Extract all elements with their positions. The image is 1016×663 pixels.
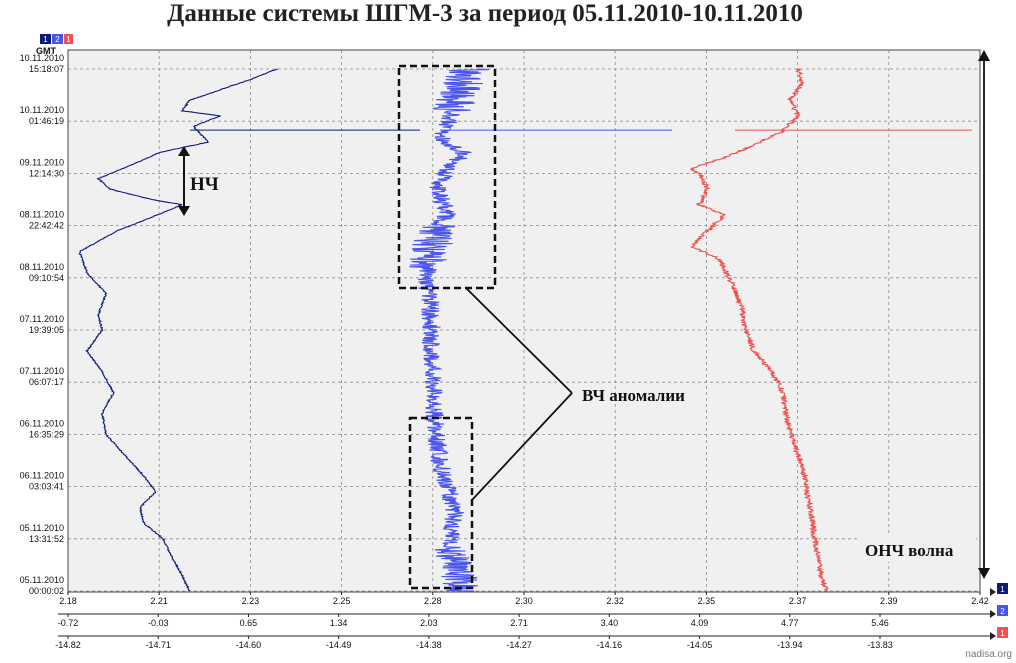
y-tick-time: 01:46:19 <box>29 116 64 126</box>
x-tick-label: 2.32 <box>606 596 624 606</box>
x-tick-label: 2.21 <box>150 596 168 606</box>
x-axis-arrow <box>990 610 996 618</box>
y-tick-date: 09.11.2010 <box>20 157 64 167</box>
x-tick-label: -13.83 <box>867 640 893 650</box>
onch-arrow-head-top <box>978 50 990 61</box>
x-tick-label: -13.94 <box>777 640 803 650</box>
x-axis-arrow <box>990 632 996 640</box>
x-axis-marker <box>997 605 1008 616</box>
y-axis-ticks: 10.11.201015:18:0710.11.201001:46:1909.1… <box>20 53 64 596</box>
x-axis-arrow <box>990 588 996 596</box>
onch-label-bg <box>860 536 976 562</box>
y-tick-time: 06:07:17 <box>29 377 64 387</box>
x-tick-label: -14.27 <box>506 640 532 650</box>
y-tick-date: 10.11.2010 <box>20 53 64 63</box>
y-tick-date: 08.11.2010 <box>20 210 64 220</box>
legend-tag-3: 1 <box>66 35 71 44</box>
series-layer <box>78 68 972 592</box>
legend-tag-2: 2 <box>55 35 60 44</box>
series-3-line <box>689 68 829 592</box>
x-tick-label: -14.82 <box>55 640 81 650</box>
y-tick-time: 19:39:05 <box>29 325 64 335</box>
x-tick-label: 2.25 <box>333 596 351 606</box>
x-tick-label: -14.38 <box>416 640 442 650</box>
series-1-line <box>78 68 278 592</box>
x-tick-label: -14.71 <box>145 640 171 650</box>
onch-arrow-head-bottom <box>978 568 990 579</box>
y-tick-date: 05.11.2010 <box>20 575 64 585</box>
vch-box-bottom <box>408 416 474 590</box>
x-tick-label: 2.23 <box>242 596 260 606</box>
x-tick-label: 2.30 <box>515 596 533 606</box>
x-axis-marker <box>997 583 1008 594</box>
onch-label: ОНЧ волна <box>865 541 954 560</box>
x-tick-label: 2.42 <box>971 596 989 606</box>
y-tick-time: 03:03:41 <box>29 482 64 492</box>
grid-lines <box>68 50 980 592</box>
y-tick-date: 06.11.2010 <box>20 418 64 428</box>
x-axis-marker-label: 1 <box>1000 585 1005 594</box>
y-tick-date: 08.11.2010 <box>20 262 64 272</box>
y-tick-time: 00:00:02 <box>29 586 64 596</box>
x-tick-label: -0.72 <box>58 618 79 628</box>
x-tick-label: 2.39 <box>880 596 898 606</box>
x-tick-label: 1.34 <box>330 618 348 628</box>
legend-tag-1: 1 <box>43 35 48 44</box>
y-tick-date: 07.11.2010 <box>20 314 64 324</box>
x-tick-label: 3.40 <box>601 618 619 628</box>
vch-pointer-2 <box>471 392 573 501</box>
x-tick-label: 2.28 <box>424 596 442 606</box>
x-tick-label: 0.65 <box>240 618 258 628</box>
y-tick-time: 09:10:54 <box>29 273 64 283</box>
page-title: Данные системы ШГМ-3 за период 05.11.201… <box>167 0 803 27</box>
x-axis-marker-label: 1 <box>1000 629 1005 638</box>
nch-arrow-head-bottom <box>178 206 190 216</box>
y-axis-unit-label: GMT <box>36 46 56 56</box>
x-tick-label: -0.03 <box>148 618 169 628</box>
y-tick-date: 10.11.2010 <box>20 105 64 115</box>
y-tick-time: 12:14:30 <box>29 168 64 178</box>
series-2-line <box>409 68 490 592</box>
y-tick-time: 16:35:29 <box>29 429 64 439</box>
x-axes: 2.18 2.21 2.23 2.25 2.28 2.30 2.32 2.35 2.37 2.39… <box>55 583 1008 650</box>
x-tick-label: -14.16 <box>597 640 623 650</box>
x-tick-label: 5.46 <box>871 618 889 628</box>
y-tick-time: 13:31:52 <box>29 534 64 544</box>
x-tick-label: -14.49 <box>326 640 352 650</box>
x-tick-label: 4.77 <box>781 618 799 628</box>
y-tick-time: 15:18:07 <box>29 64 64 74</box>
x-tick-label: 2.03 <box>420 618 438 628</box>
x-axis-marker <box>997 627 1008 638</box>
nch-arrow-head-top <box>178 146 190 156</box>
x-tick-label: -14.60 <box>236 640 262 650</box>
legend-tags: 1 2 1 <box>40 34 73 44</box>
vch-label: ВЧ аномалии <box>582 386 685 405</box>
x-tick-label: 4.09 <box>691 618 709 628</box>
y-tick-date: 05.11.2010 <box>20 523 64 533</box>
x-tick-label: 2.71 <box>510 618 528 628</box>
annotations: НЧ ВЧ аномалии ОНЧ волна <box>178 50 990 590</box>
nch-label: НЧ <box>190 174 219 195</box>
x-tick-label: 2.35 <box>698 596 716 606</box>
watermark: nadisa.org <box>965 649 1012 660</box>
x-axis-marker-label: 2 <box>1000 607 1005 616</box>
x-tick-label: -14.05 <box>687 640 713 650</box>
vch-box-top <box>397 64 497 290</box>
vch-pointer-1 <box>465 287 573 394</box>
y-tick-date: 07.11.2010 <box>20 366 64 376</box>
x-tick-label: 2.18 <box>59 596 77 606</box>
y-tick-date: 06.11.2010 <box>20 471 64 481</box>
y-tick-time: 22:42:42 <box>29 221 64 231</box>
x-tick-label: 2.37 <box>789 596 807 606</box>
